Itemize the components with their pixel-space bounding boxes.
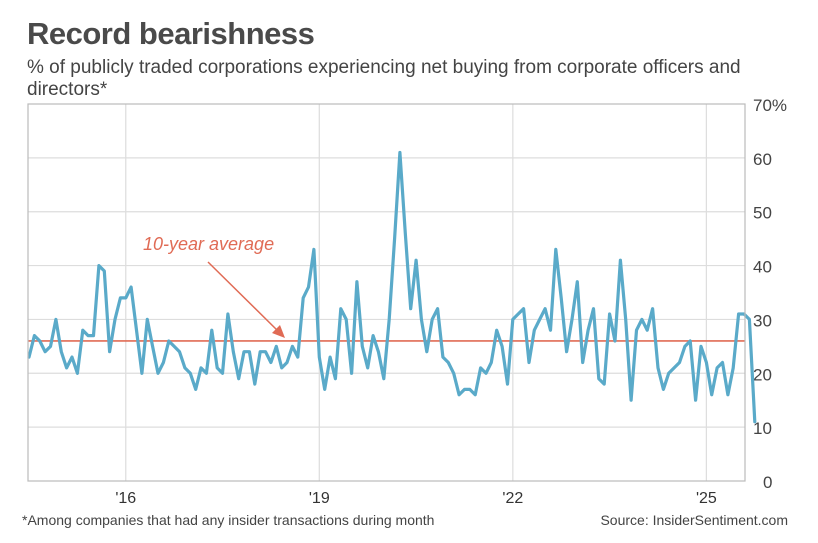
- y-tick-label: 40: [753, 258, 772, 277]
- average-annotation: 10-year average: [143, 234, 285, 338]
- annotation-label: 10-year average: [143, 234, 274, 254]
- y-tick-label: 50: [753, 204, 772, 223]
- x-tick-label: '19: [309, 490, 330, 507]
- annotation-arrowhead: [272, 325, 285, 338]
- y-tick-label: 0: [763, 473, 772, 492]
- x-axis-ticks: '16 '19 '22 '25: [115, 490, 717, 507]
- plot-frame: [27, 103, 746, 482]
- x-tick-label: '22: [502, 490, 523, 507]
- gridlines: [28, 104, 745, 481]
- chart-title: Record bearishness: [27, 16, 315, 51]
- x-tick-label: '25: [696, 490, 717, 507]
- y-tick-label: 10: [753, 419, 772, 438]
- annotation-arrow: [207, 261, 281, 334]
- footnote: *Among companies that had any insider tr…: [22, 512, 435, 528]
- source-credit: Source: InsiderSentiment.com: [600, 512, 788, 528]
- series-line: [27, 150, 757, 424]
- chart-subtitle: % of publicly traded corporations experi…: [27, 57, 741, 100]
- y-tick-label: 60: [753, 150, 772, 169]
- x-tick-label: '16: [115, 490, 136, 507]
- y-tick-label: 70%: [753, 96, 787, 115]
- y-tick-label: 30: [753, 311, 772, 330]
- y-tick-label: 20: [753, 365, 772, 384]
- y-axis-ticks: 0 10 20 30 40 50 60 70%: [753, 96, 787, 492]
